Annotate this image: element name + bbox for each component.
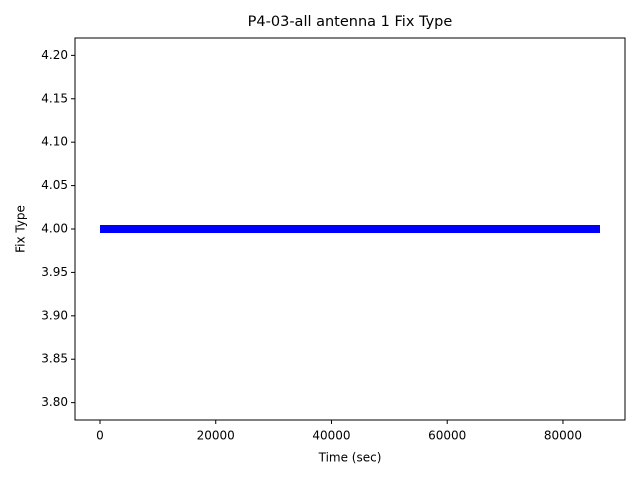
y-tick-label: 3.90 (41, 308, 68, 322)
x-axis-label: Time (sec) (318, 451, 382, 465)
x-tick-label: 60000 (428, 429, 466, 443)
chart-title: P4-03-all antenna 1 Fix Type (248, 14, 453, 30)
plot-frame (74, 37, 626, 421)
y-axis-label: Fix Type (14, 205, 28, 253)
x-tick-label: 20000 (197, 429, 235, 443)
x-tick-label: 0 (96, 429, 104, 443)
x-tick-label: 40000 (312, 429, 350, 443)
y-tick-label: 3.80 (41, 395, 68, 409)
y-tick-label: 3.95 (41, 265, 68, 279)
y-tick-label: 3.85 (41, 352, 68, 366)
y-tick-label: 4.05 (41, 178, 68, 192)
x-tick-label: 80000 (544, 429, 582, 443)
y-tick-label: 4.10 (41, 135, 68, 149)
y-tick-label: 4.20 (41, 48, 68, 62)
y-tick-label: 4.15 (41, 91, 68, 105)
y-tick-label: 4.00 (41, 222, 68, 236)
